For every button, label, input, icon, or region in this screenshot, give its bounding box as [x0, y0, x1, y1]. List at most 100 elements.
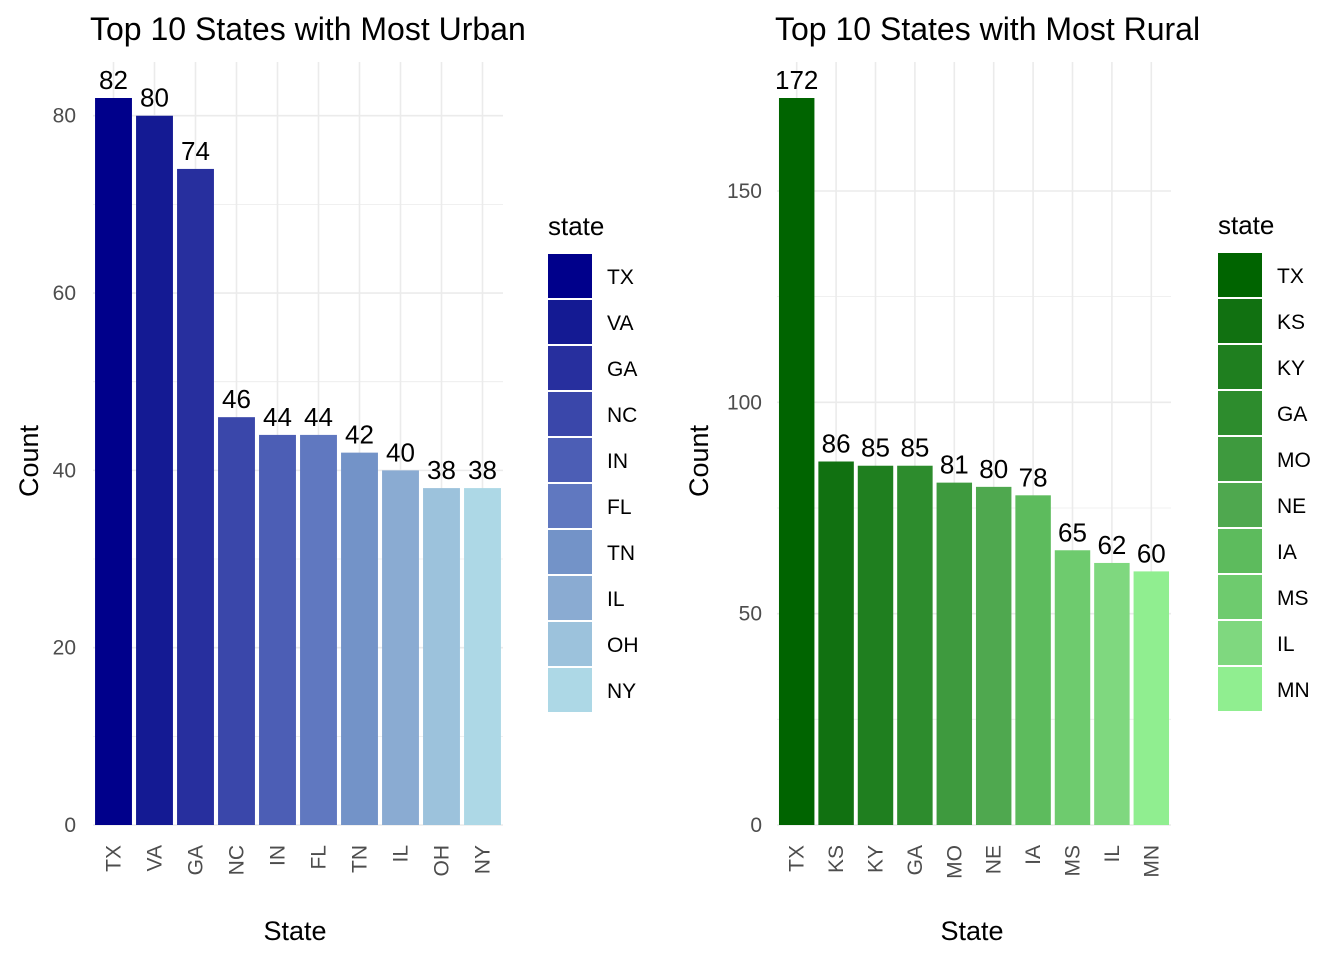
legend-label: GA	[607, 358, 637, 381]
legend-key-mo	[1218, 437, 1262, 481]
legend-label: IA	[1277, 541, 1297, 564]
legend: state TX VA GA NC IN FL TN IL OH NY	[548, 211, 639, 712]
legend-label: NY	[607, 680, 636, 703]
x-tick-label: MO	[943, 845, 966, 879]
bar-ny	[464, 488, 501, 825]
x-tick-label: FL	[308, 845, 331, 870]
x-tick-label: TN	[349, 845, 372, 873]
y-tick-label: 50	[739, 603, 762, 626]
bar-value-label: 65	[1058, 517, 1087, 547]
bar-in	[259, 434, 296, 825]
bar-value-label: 44	[304, 402, 333, 432]
bar-tn	[341, 452, 378, 825]
legend-label: TN	[607, 542, 635, 565]
legend-label: NC	[607, 404, 637, 427]
bar-mn	[1133, 571, 1170, 825]
bar-il	[1094, 562, 1130, 825]
bar-value-label: 74	[181, 136, 210, 166]
x-tick-label: OH	[431, 845, 454, 877]
legend-label: IL	[1277, 633, 1295, 656]
bar-fl	[300, 434, 337, 825]
y-axis-title: Count	[14, 424, 44, 497]
legend-title: state	[548, 211, 604, 241]
legend-label: VA	[607, 312, 633, 335]
legend-label: FL	[607, 496, 632, 519]
legend-key-il	[1218, 621, 1262, 665]
y-tick-label: 20	[53, 637, 76, 660]
bar-value-label: 81	[940, 450, 969, 480]
legend-label: IN	[607, 450, 628, 473]
legend-key-ks	[1218, 299, 1262, 343]
x-tick-label: VA	[144, 845, 167, 871]
x-tick-label: GA	[185, 845, 208, 875]
bar-value-label: 42	[345, 420, 374, 450]
legend-key-fl	[548, 484, 592, 528]
legend-key-ga	[548, 346, 592, 390]
legend-label: KY	[1277, 357, 1305, 380]
bar-value-label: 80	[979, 454, 1008, 484]
legend-label: NE	[1277, 495, 1306, 518]
legend-key-in	[548, 438, 592, 482]
legend-key-ga	[1218, 391, 1262, 435]
bar-ks	[818, 461, 854, 825]
legend-label: MN	[1277, 679, 1310, 702]
x-tick-label: IA	[1022, 845, 1045, 865]
legend-label: TX	[607, 266, 634, 289]
legend-key-tn	[548, 530, 592, 574]
bar-value-label: 85	[861, 433, 890, 463]
bar-mo	[936, 482, 973, 825]
bar-value-label: 60	[1137, 538, 1166, 568]
bar-ga	[897, 465, 933, 825]
x-tick-label: IN	[267, 845, 290, 866]
y-tick-label: 0	[64, 814, 76, 837]
x-tick-label: KY	[865, 845, 888, 873]
y-tick-label: 0	[750, 814, 762, 837]
bar-nc	[218, 417, 255, 825]
x-tick-label: TX	[103, 845, 126, 872]
bar-value-label: 82	[99, 65, 128, 95]
legend-key-ms	[1218, 575, 1262, 619]
bar-ga	[177, 168, 214, 826]
x-axis-title: State	[940, 916, 1003, 946]
legend-key-ny	[548, 668, 592, 712]
bar-value-label: 86	[822, 429, 851, 459]
bar-value-label: 44	[263, 402, 292, 432]
x-tick-label: IL	[1101, 845, 1124, 863]
y-tick-label: 150	[727, 180, 762, 203]
legend-label: GA	[1277, 403, 1307, 426]
legend-label: TX	[1277, 265, 1304, 288]
legend-title: state	[1218, 210, 1274, 240]
y-tick-label: 40	[53, 459, 76, 482]
bar-ky	[857, 465, 894, 825]
bar-ne	[975, 486, 1012, 825]
legend-key-va	[548, 300, 592, 344]
x-tick-label: NC	[226, 845, 249, 875]
legend-label: IL	[607, 588, 625, 611]
bar-ia	[1015, 495, 1051, 825]
y-tick-label: 80	[53, 105, 76, 128]
legend-key-il	[548, 576, 592, 620]
y-tick-label: 100	[727, 391, 762, 414]
bar-value-label: 172	[775, 65, 818, 95]
bar-il	[382, 470, 419, 825]
bar-value-label: 78	[1019, 462, 1048, 492]
x-tick-label: TX	[786, 845, 809, 872]
x-tick-label: NY	[472, 845, 495, 874]
legend-key-ky	[1218, 345, 1262, 389]
y-axis-title: Count	[684, 424, 714, 497]
legend-key-tx	[1218, 253, 1262, 297]
legend-key-ia	[1218, 529, 1262, 573]
x-axis-title: State	[263, 916, 326, 946]
legend-key-ne	[1218, 483, 1262, 527]
chart-title: Top 10 States with Most Urban	[90, 11, 526, 47]
legend-label: MS	[1277, 587, 1309, 610]
bar-value-label: 80	[140, 83, 169, 113]
bar-value-label: 62	[1097, 530, 1126, 560]
x-tick-label: MS	[1062, 845, 1085, 877]
bar-value-label: 40	[386, 437, 415, 467]
bar-oh	[423, 488, 460, 825]
bar-ms	[1054, 550, 1091, 825]
x-tick-label: GA	[904, 845, 927, 875]
legend-key-tx	[548, 254, 592, 298]
